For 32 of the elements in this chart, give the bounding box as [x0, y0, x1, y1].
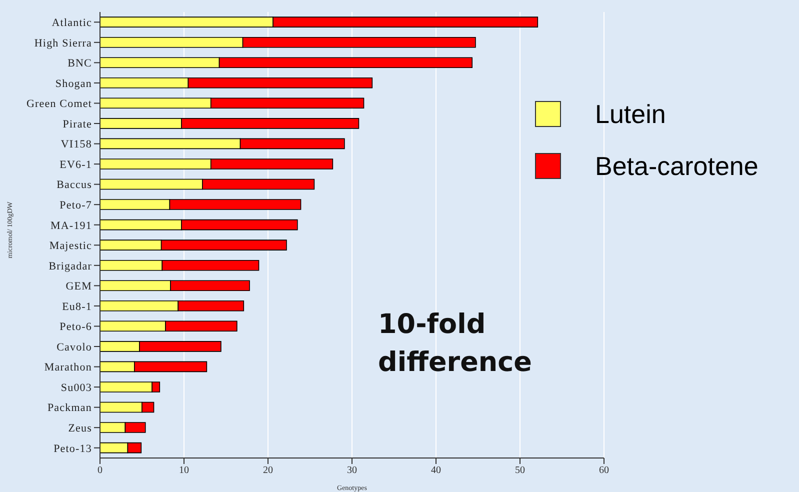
y-tick-label: Cavolo	[56, 341, 92, 354]
y-tick-label: Packman	[47, 402, 92, 414]
y-tick-label: Shogan	[55, 78, 92, 90]
x-tick-label: 60	[599, 465, 609, 476]
x-tick-label: 10	[179, 465, 189, 476]
y-tick-label: Peto-13	[54, 442, 92, 455]
y-tick-label: EV6-1	[60, 158, 92, 171]
y-tick-label: Peto-7	[60, 199, 92, 212]
x-tick-label: 50	[515, 465, 525, 476]
legend-label: Beta-carotene	[595, 150, 758, 182]
legend-label: Lutein	[595, 98, 666, 130]
y-tick-label: MA-191	[50, 220, 92, 232]
x-tick-label: 40	[431, 465, 441, 476]
x-tick-label: 30	[347, 465, 357, 476]
y-tick-label: Atlantic	[52, 17, 92, 30]
y-tick-label: Baccus	[56, 179, 92, 192]
y-tick-label: Eu8-1	[62, 300, 92, 313]
y-tick-label: BNC	[68, 58, 92, 70]
annotation: 10-fold difference	[378, 308, 533, 380]
y-tick-label: High Sierra	[34, 37, 92, 50]
y-tick-label: Marathon	[44, 362, 92, 374]
x-tick-label: 0	[98, 465, 102, 476]
y-tick-label: Green Comet	[26, 98, 92, 110]
y-tick-label: Pirate	[62, 118, 92, 130]
y-tick-label: VI158	[60, 138, 92, 151]
y-tick-label: Su003	[60, 382, 92, 394]
y-tick-label: Zeus	[68, 422, 92, 434]
x-tick-label: 20	[263, 465, 273, 476]
y-tick-label: Brigadar	[48, 260, 92, 272]
y-tick-label: Peto-6	[60, 321, 92, 334]
y-tick-label: Majestic	[49, 240, 92, 252]
y-tick-label: GEM	[66, 280, 92, 293]
